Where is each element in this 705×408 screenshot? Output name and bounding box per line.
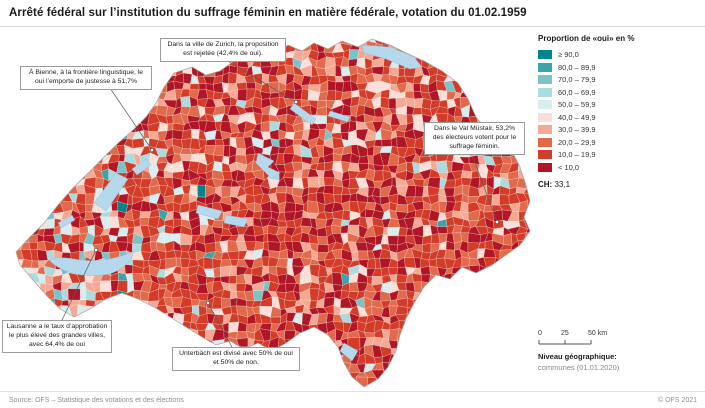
legend-swatch (538, 150, 552, 159)
legend-row: 30,0 – 39,9 (538, 125, 700, 134)
lake-neuchatel (93, 172, 129, 212)
annotation-zurich: Dans la ville de Zurich, la proposition … (160, 38, 286, 62)
lake-lugano (339, 342, 359, 362)
scale-tick-50: 50 km (588, 330, 608, 337)
legend-row: 10,0 – 19,9 (538, 150, 700, 159)
copyright-text: © OFS 2021 (657, 397, 697, 404)
lake-joux (57, 214, 76, 229)
annotation-muestair: Dans le Val Müstair, 53,2% des électeurs… (424, 122, 525, 155)
annotation-lausanne: Lausanne a le taux d’approbation le plus… (2, 320, 112, 353)
annotation-unterbaech: Unterbäch est divisé avec 50% de oui et … (172, 347, 300, 371)
legend-label: ≥ 90,0 (558, 50, 579, 59)
source-text: Source: OFS – Statistique des votations … (9, 397, 184, 404)
lake-lucerne (255, 152, 281, 180)
footer-divider (0, 391, 705, 392)
legend-row: < 10,0 (538, 162, 700, 172)
legend-row: 70,0 – 79,9 (538, 75, 700, 84)
legend-label: 10,0 – 19,9 (558, 150, 596, 159)
lake-thun (195, 204, 223, 220)
legend-row: 60,0 – 69,9 (538, 87, 700, 97)
legend-label: 60,0 – 69,9 (558, 87, 596, 97)
legend-label: 20,0 – 29,9 (558, 137, 596, 147)
legend-label: 80,0 – 89,9 (558, 62, 596, 72)
legend-swatch (538, 87, 552, 97)
legend-swatch (538, 125, 552, 134)
legend-swatch (538, 50, 552, 59)
scale-bar: 0 25 50 km (538, 330, 668, 348)
header: Arrêté fédéral sur l’institution du suff… (0, 0, 705, 27)
ch-value: 33,1 (554, 179, 571, 189)
legend-row: 20,0 – 29,9 (538, 137, 700, 147)
legend-label: 50,0 – 59,9 (558, 100, 596, 109)
ch-average: CH: 33,1 (538, 180, 700, 189)
legend-swatch (538, 112, 552, 122)
legend-row: 50,0 – 59,9 (538, 100, 700, 109)
ch-label: CH: (538, 179, 553, 189)
lake-biel (131, 158, 152, 176)
scale-tick-0: 0 (538, 330, 542, 337)
lake-zurich (289, 102, 317, 126)
scale-tick-25: 25 (561, 330, 569, 337)
lake-brienz (223, 214, 249, 228)
legend-swatch (538, 162, 552, 172)
legend-swatch (538, 62, 552, 72)
geo-level-value: communes (01.01.2020) (538, 362, 620, 372)
lake-constance (361, 44, 423, 70)
legend-row: 80,0 – 89,9 (538, 62, 700, 72)
legend-label: 40,0 – 49,9 (558, 112, 596, 122)
legend-row: ≥ 90,0 (538, 50, 700, 59)
lake-maggiore (315, 330, 329, 358)
legend-row: 40,0 – 49,9 (538, 112, 700, 122)
legend-label: 30,0 – 39,9 (558, 125, 596, 134)
lake-walen (327, 110, 351, 123)
scale-bar-line (538, 340, 592, 345)
legend-swatch (538, 100, 552, 109)
legend-label: 70,0 – 79,9 (558, 75, 596, 84)
legend-swatch (538, 137, 552, 147)
legend: Proportion de «oui» en % ≥ 90,0 80,0 – 8… (538, 34, 700, 189)
legend-label: < 10,0 (558, 162, 580, 172)
legend-title: Proportion de «oui» en % (538, 34, 635, 43)
geo-level: Niveau géographique: communes (01.01.202… (538, 352, 619, 373)
annotation-bienne: À Bienne, à la frontière linguistique, l… (20, 66, 152, 90)
page-title: Arrêté fédéral sur l’institution du suff… (9, 7, 527, 19)
geo-level-label: Niveau géographique: (538, 352, 617, 361)
legend-swatch (538, 75, 552, 84)
